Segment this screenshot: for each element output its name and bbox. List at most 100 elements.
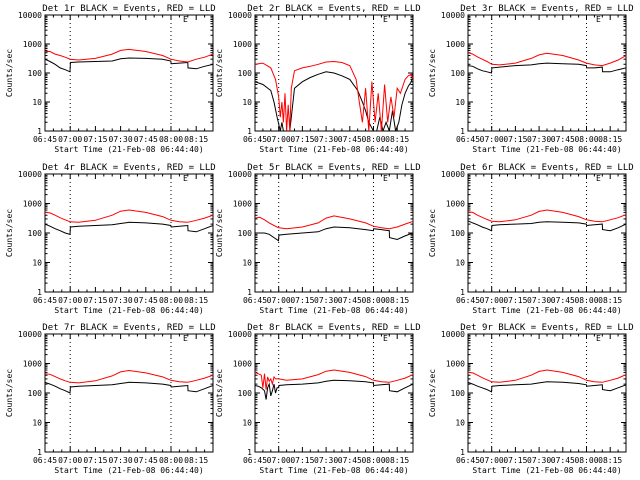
corner-mark: E xyxy=(596,334,601,343)
y-tick-label: 1000 xyxy=(23,360,42,369)
x-tick-label: 08:00 xyxy=(574,456,598,465)
y-axis-label: Counts/sec xyxy=(5,209,14,257)
plot-frame xyxy=(44,14,214,132)
x-tick-label: 07:30 xyxy=(314,296,338,305)
corner-mark: E xyxy=(383,174,388,183)
y-axis-label: Counts/sec xyxy=(215,49,224,97)
series-events-line xyxy=(468,381,626,393)
series-lld-line xyxy=(468,209,626,223)
y-tick-label: 1 xyxy=(247,448,252,457)
series-events-line xyxy=(255,71,413,131)
y-tick-label: 10 xyxy=(242,419,252,428)
x-axis-label: Start Time (21-Feb-08 06:44:40) xyxy=(54,145,203,154)
x-tick-label: 07:00 xyxy=(267,135,291,144)
x-tick-label: 06:45 xyxy=(243,456,267,465)
series-lld-line xyxy=(255,60,413,131)
panel-title: Det 9r BLACK = Events, RED = LLD xyxy=(460,323,633,333)
x-tick-label: 07:15 xyxy=(503,135,527,144)
y-tick-label: 1 xyxy=(460,448,465,457)
y-tick-label: 1000 xyxy=(446,360,465,369)
y-tick-label: 100 xyxy=(28,229,43,238)
x-tick-label: 07:30 xyxy=(527,296,551,305)
y-axis-label: Counts/sec xyxy=(5,49,14,97)
x-tick-label: 06:45 xyxy=(243,135,267,144)
x-tick-label: 07:45 xyxy=(551,456,575,465)
x-tick-label: 07:30 xyxy=(314,456,338,465)
x-tick-label: 07:15 xyxy=(290,296,314,305)
series-lld-line xyxy=(45,369,213,384)
corner-mark: E xyxy=(596,174,601,183)
x-tick-label: 06:45 xyxy=(33,456,57,465)
x-tick-label: 07:15 xyxy=(290,456,314,465)
x-tick-label: 08:15 xyxy=(184,135,208,144)
y-tick-label: 10 xyxy=(32,98,42,107)
y-tick-label: 100 xyxy=(238,69,253,78)
x-tick-label: 07:15 xyxy=(503,456,527,465)
y-tick-label: 1 xyxy=(247,288,252,297)
corner-mark: E xyxy=(383,15,388,24)
x-tick-label: 07:00 xyxy=(58,456,82,465)
panel-title: Det 1r BLACK = Events, RED = LLD xyxy=(42,4,215,14)
x-tick-label: 06:45 xyxy=(33,135,57,144)
series-events-line xyxy=(45,381,213,394)
y-tick-label: 1 xyxy=(460,127,465,136)
y-tick-label: 10 xyxy=(242,98,252,107)
panel-title: Det 6r BLACK = Events, RED = LLD xyxy=(460,163,633,173)
y-tick-label: 10 xyxy=(32,419,42,428)
x-tick-label: 07:00 xyxy=(480,296,504,305)
series-events-line xyxy=(255,379,413,400)
y-tick-label: 10 xyxy=(455,259,465,268)
panel-title: Det 7r BLACK = Events, RED = LLD xyxy=(42,323,215,333)
x-tick-label: 07:45 xyxy=(551,135,575,144)
y-axis-label: Counts/sec xyxy=(428,209,437,257)
x-axis-label: Start Time (21-Feb-08 06:44:40) xyxy=(54,466,203,475)
x-tick-label: 08:15 xyxy=(598,456,622,465)
y-tick-label: 1 xyxy=(37,127,42,136)
y-tick-label: 1000 xyxy=(233,200,252,209)
x-tick-label: 08:00 xyxy=(361,296,385,305)
series-lld-line xyxy=(255,369,413,390)
x-axis-label: Start Time (21-Feb-08 06:44:40) xyxy=(259,306,408,315)
x-tick-label: 07:45 xyxy=(338,296,362,305)
x-tick-label: 06:45 xyxy=(456,135,480,144)
x-tick-label: 07:30 xyxy=(527,135,551,144)
corner-mark: E xyxy=(383,334,388,343)
x-tick-label: 07:30 xyxy=(527,456,551,465)
x-axis-label: Start Time (21-Feb-08 06:44:40) xyxy=(259,145,408,154)
x-tick-label: 07:45 xyxy=(134,456,158,465)
x-tick-label: 06:45 xyxy=(456,456,480,465)
y-tick-label: 100 xyxy=(238,389,253,398)
x-tick-label: 07:45 xyxy=(134,296,158,305)
y-axis-label: Counts/sec xyxy=(428,49,437,97)
y-tick-label: 10000 xyxy=(18,170,42,179)
y-tick-label: 10 xyxy=(242,259,252,268)
series-events-line xyxy=(45,221,213,235)
panel-title: Det 4r BLACK = Events, RED = LLD xyxy=(42,163,215,173)
y-tick-label: 10000 xyxy=(441,170,465,179)
x-tick-label: 07:00 xyxy=(267,296,291,305)
y-tick-label: 1 xyxy=(37,288,42,297)
y-tick-label: 1 xyxy=(460,288,465,297)
x-tick-label: 07:15 xyxy=(503,296,527,305)
series-events-line xyxy=(468,62,626,74)
corner-mark: E xyxy=(183,334,188,343)
panel-title: Det 3r BLACK = Events, RED = LLD xyxy=(460,4,633,14)
x-tick-label: 08:15 xyxy=(385,135,409,144)
x-tick-label: 07:45 xyxy=(551,296,575,305)
x-axis-label: Start Time (21-Feb-08 06:44:40) xyxy=(472,145,621,154)
x-tick-label: 07:00 xyxy=(58,135,82,144)
x-tick-label: 07:45 xyxy=(338,135,362,144)
x-tick-label: 08:00 xyxy=(159,296,183,305)
panel-title: Det 5r BLACK = Events, RED = LLD xyxy=(247,163,420,173)
x-tick-label: 07:15 xyxy=(83,296,107,305)
y-tick-label: 1000 xyxy=(233,360,252,369)
x-tick-label: 07:15 xyxy=(290,135,314,144)
x-tick-label: 07:00 xyxy=(58,296,82,305)
x-tick-label: 07:45 xyxy=(338,456,362,465)
y-axis-label: Counts/sec xyxy=(5,369,14,417)
y-tick-label: 1 xyxy=(37,448,42,457)
